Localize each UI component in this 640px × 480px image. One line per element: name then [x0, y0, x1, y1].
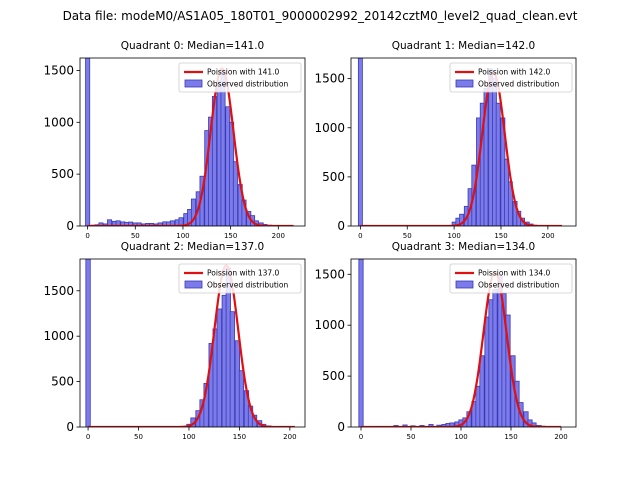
x-tick-label: 200 [283, 433, 296, 441]
histogram-bar [128, 221, 134, 226]
legend-hist-swatch [184, 280, 203, 289]
histogram-bar [495, 102, 501, 226]
histogram-bar [229, 311, 235, 427]
y-tick-label: 0 [337, 420, 345, 434]
legend-box [178, 62, 302, 93]
panel-title: Quadrant 3: Median=134.0 [392, 241, 535, 253]
x-tick-label: 0 [358, 232, 362, 240]
y-tick-label: 1500 [314, 72, 345, 86]
x-tick-label: 150 [224, 232, 237, 240]
x-tick-label: 100 [176, 232, 189, 240]
y-tick-label: 1000 [43, 329, 74, 343]
histogram-bar [428, 424, 434, 427]
y-tick-label: 1000 [314, 318, 345, 332]
histogram-bar [492, 289, 498, 427]
histogram-bar [479, 355, 485, 427]
legend-curve-label: Poission with 134.0 [478, 269, 551, 278]
x-tick-label: 0 [85, 232, 89, 240]
y-tick-label: 0 [337, 219, 345, 233]
x-tick-label: 100 [447, 232, 460, 240]
x-tick-label: 0 [359, 433, 363, 441]
poisson-curve-line [88, 264, 295, 427]
y-tick-label: 500 [322, 369, 345, 383]
x-tick-label: 100 [454, 433, 467, 441]
legend-hist-swatch [184, 79, 203, 88]
x-tick-label: 150 [504, 433, 517, 441]
quadrant-3-panel: Quadrant 3: Median=134.0 0 500 1000 1500 0 50 1… [314, 241, 577, 441]
panel-title: Quadrant 1: Median=142.0 [392, 40, 535, 52]
histogram-bar [216, 308, 222, 427]
quadrant-0-panel: Quadrant 0: Median=141.0 0 500 1000 1500 0 50 1… [43, 40, 306, 240]
x-tick-label: 200 [554, 433, 567, 441]
histogram-bar [220, 70, 226, 226]
plot-area [85, 259, 295, 427]
y-tick-label: 0 [66, 420, 74, 434]
histogram-bar [449, 422, 455, 427]
legend-hist-label: Observed distribution [478, 80, 559, 89]
legend-hist-swatch [455, 79, 474, 88]
quadrant-1-panel: Quadrant 1: Median=142.0 0 500 1000 1500 0 50 1… [314, 40, 577, 240]
histogram-bar-spike [358, 259, 364, 427]
histogram-bar [149, 223, 155, 226]
histogram-bar [238, 370, 245, 427]
x-tick-label: 50 [131, 232, 140, 240]
poisson-curve-line [360, 71, 562, 226]
plot-area [85, 58, 294, 226]
legend-hist-label: Observed distribution [207, 281, 288, 290]
x-tick-label: 50 [403, 232, 412, 240]
axes-frame [350, 258, 577, 428]
poisson-curve-line [361, 270, 561, 427]
y-tick-label: 1000 [43, 115, 74, 129]
legend-curve-label: Poission with 137.0 [207, 269, 280, 278]
legend-curve-label: Poission with 142.0 [478, 68, 551, 77]
x-tick-label: 200 [272, 232, 285, 240]
y-tick-label: 500 [51, 167, 74, 181]
x-tick-label: 200 [541, 232, 554, 240]
legend-box [449, 62, 573, 93]
legend: Poission with 134.0 Observed distribution [449, 263, 573, 294]
legend: Poission with 142.0 Observed distribution [449, 62, 573, 93]
x-tick-label: 50 [134, 433, 143, 441]
x-tick-label: 150 [233, 433, 246, 441]
axes-frame [79, 57, 306, 227]
legend-box [449, 263, 573, 294]
y-tick-label: 500 [51, 375, 74, 389]
y-tick-label: 500 [322, 170, 345, 184]
panel-title: Quadrant 0: Median=141.0 [121, 40, 264, 52]
figure-title: Data file: modeM0/AS1A05_180T01_90000029… [63, 9, 578, 23]
histogram-bar [178, 217, 184, 226]
quadrant-2-panel: Quadrant 2: Median=137.0 0 500 1000 1500 0 50 1… [43, 241, 306, 441]
histogram-bar-spike [357, 58, 363, 226]
histogram-bar [232, 161, 238, 226]
x-tick-label: 0 [86, 433, 90, 441]
histogram-bar [169, 220, 175, 226]
legend: Poission with 141.0 Observed distribution [178, 62, 302, 93]
y-tick-label: 1500 [314, 267, 345, 281]
legend-hist-label: Observed distribution [478, 281, 559, 290]
legend-hist-swatch [455, 280, 474, 289]
histogram-bar-spike [85, 259, 91, 427]
legend: Poission with 137.0 Observed distribution [178, 263, 302, 294]
panel-title: Quadrant 2: Median=137.0 [121, 241, 264, 253]
axes-frame [350, 57, 577, 227]
legend-hist-label: Observed distribution [207, 80, 288, 89]
histogram-bar [505, 314, 511, 427]
poisson-curve-line [87, 67, 294, 226]
legend-curve-label: Poission with 141.0 [207, 68, 280, 77]
x-tick-label: 150 [494, 232, 507, 240]
histogram-bar [115, 220, 121, 226]
y-tick-label: 1500 [43, 284, 74, 298]
x-tick-label: 100 [182, 433, 195, 441]
legend-box [178, 263, 302, 294]
axes-frame [79, 258, 306, 428]
histogram-bar-spike [85, 58, 91, 226]
y-tick-label: 1500 [43, 63, 74, 77]
x-tick-label: 50 [407, 433, 416, 441]
y-tick-label: 1000 [314, 121, 345, 135]
y-tick-label: 0 [66, 219, 74, 233]
plot-area [358, 259, 561, 427]
